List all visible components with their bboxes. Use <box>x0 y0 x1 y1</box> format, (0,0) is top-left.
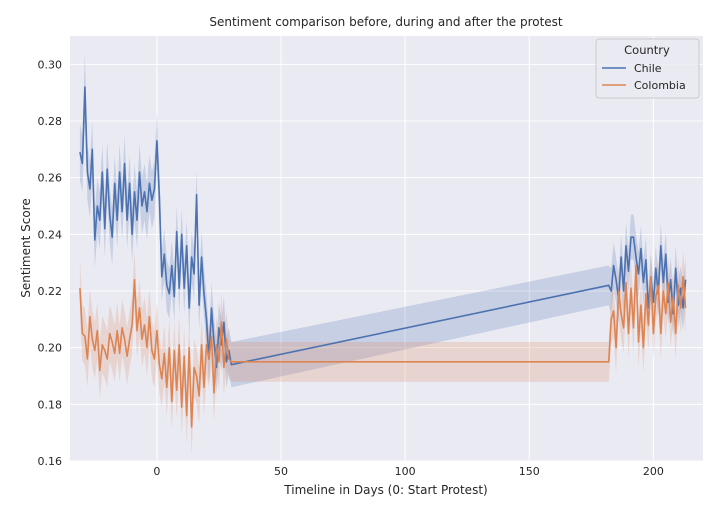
series-lines <box>79 86 687 428</box>
colombia-confidence-band <box>79 240 686 456</box>
y-tick-label: 0.18 <box>38 398 63 411</box>
colombia-line <box>79 264 687 428</box>
y-axis-ticks: 0.16 0.18 0.20 0.22 0.24 0.26 0.28 0.30 <box>38 58 63 468</box>
x-tick-label: 0 <box>153 465 160 478</box>
x-tick-label: 200 <box>643 465 664 478</box>
x-tick-label: 50 <box>274 465 288 478</box>
legend-label-chile: Chile <box>634 62 662 75</box>
y-tick-label: 0.26 <box>38 172 63 185</box>
y-tick-label: 0.24 <box>38 228 63 241</box>
legend-label-colombia: Colombia <box>634 79 686 92</box>
legend: Country Chile Colombia <box>595 38 700 99</box>
y-tick-label: 0.28 <box>38 115 63 128</box>
grid <box>70 36 703 462</box>
chart-title: Sentiment comparison before, during and … <box>209 15 563 29</box>
y-tick-label: 0.22 <box>38 285 63 298</box>
y-tick-label: 0.20 <box>38 342 63 355</box>
confidence-bands <box>79 53 686 456</box>
chile-line <box>79 86 687 369</box>
chile-confidence-band <box>79 53 686 393</box>
x-axis-ticks: 0 50 100 150 200 <box>153 465 663 478</box>
legend-title: Country <box>624 43 670 57</box>
x-tick-label: 150 <box>519 465 540 478</box>
y-tick-label: 0.30 <box>38 58 63 71</box>
x-tick-label: 100 <box>395 465 416 478</box>
x-axis-label: Timeline in Days (0: Start Protest) <box>283 483 487 497</box>
y-tick-label: 0.16 <box>38 455 63 468</box>
legend-box <box>595 38 700 99</box>
y-axis-label: Sentiment Score <box>19 198 33 297</box>
